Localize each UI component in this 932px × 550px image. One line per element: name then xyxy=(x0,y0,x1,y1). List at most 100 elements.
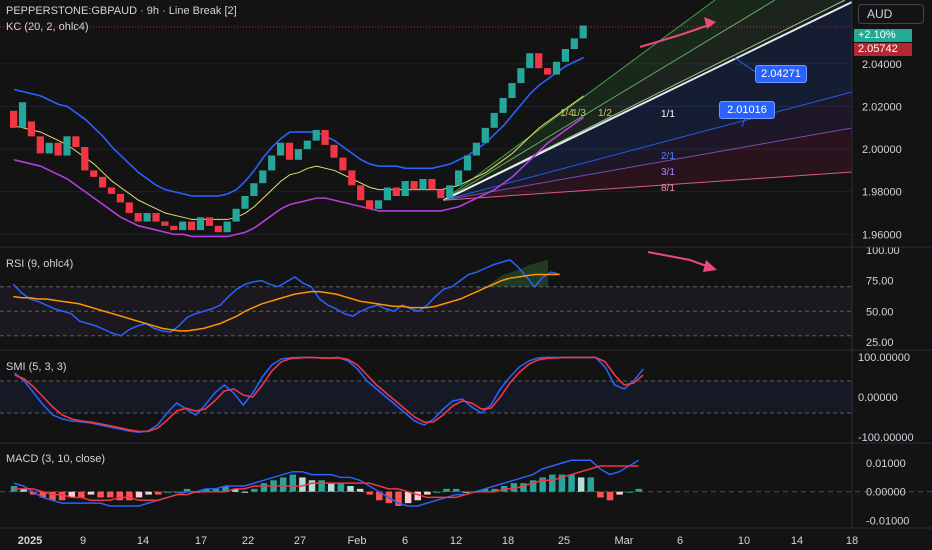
macd-histogram-bar xyxy=(376,491,383,501)
line-break-brick xyxy=(196,217,205,231)
price-tick-label: 2.00000 xyxy=(862,144,902,156)
macd-histogram-bar xyxy=(462,491,470,493)
macd-histogram-bar xyxy=(78,491,85,498)
line-break-brick xyxy=(561,49,569,62)
change-percent-badge: +2.10% xyxy=(854,29,912,42)
line-break-brick xyxy=(143,213,151,222)
time-axis-label: 12 xyxy=(450,535,462,547)
line-break-brick xyxy=(134,213,142,222)
time-axis-label: 18 xyxy=(846,535,858,547)
smi-tick-label: 100.00000 xyxy=(858,352,910,364)
rsi-tick-label: 100.00 xyxy=(866,245,900,257)
line-break-brick xyxy=(366,200,374,209)
line-break-brick xyxy=(63,136,71,156)
macd-histogram-bar xyxy=(597,491,604,498)
line-break-brick xyxy=(107,187,116,194)
macd-histogram-bar xyxy=(606,491,614,501)
line-break-brick xyxy=(463,155,472,171)
line-break-brick xyxy=(410,181,418,190)
time-axis-label: 27 xyxy=(294,535,306,547)
macd-histogram-bar xyxy=(625,491,633,493)
macd-histogram-bar xyxy=(337,483,345,492)
rsi-line xyxy=(12,258,560,337)
macd-histogram-bar xyxy=(529,480,537,492)
macd-histogram-bar xyxy=(452,488,460,492)
macd-histogram-bar xyxy=(183,488,191,492)
macd-tick-label: 0.01000 xyxy=(866,458,906,470)
macd-histogram-bar xyxy=(299,477,306,492)
macd-histogram-bar xyxy=(635,488,643,492)
macd-line xyxy=(13,465,639,502)
line-break-brick xyxy=(535,53,543,69)
line-break-brick xyxy=(321,129,329,145)
time-axis-label: 14 xyxy=(137,535,149,547)
fan-ratio-label: 2/1 xyxy=(661,151,675,162)
line-break-brick xyxy=(392,187,400,196)
price-tick-label: 1.98000 xyxy=(862,187,902,199)
fan-line xyxy=(443,91,853,201)
time-axis-label: 25 xyxy=(558,535,570,547)
macd-histogram-bar xyxy=(395,491,402,506)
macd-histogram-bar xyxy=(106,491,114,498)
price-callout-upper[interactable]: 2.04271 xyxy=(755,65,807,83)
macd-histogram-bar xyxy=(510,483,518,492)
line-break-brick xyxy=(36,136,44,154)
line-break-brick xyxy=(116,193,124,203)
macd-histogram-bar xyxy=(222,486,229,492)
smi-tick-label: 0.00000 xyxy=(858,392,898,404)
line-break-brick xyxy=(99,176,107,188)
macd-histogram-bar xyxy=(568,474,575,492)
macd-histogram-bar xyxy=(116,491,124,501)
line-break-brick xyxy=(499,98,507,113)
fan-ratio-label: 1/2 xyxy=(598,108,612,119)
line-break-brick xyxy=(312,129,320,141)
macd-histogram-bar xyxy=(68,491,75,498)
macd-indicator-label[interactable]: MACD (3, 10, close) xyxy=(6,453,106,465)
last-price-badge: 2.05742 xyxy=(854,43,912,56)
fan-ratio-label: 3/1 xyxy=(661,167,675,178)
price-callout-lower[interactable]: 2.01016 xyxy=(719,101,775,119)
macd-histogram-bar xyxy=(126,491,133,501)
line-break-brick xyxy=(303,140,311,150)
smi-indicator-label[interactable]: SMI (5, 3, 3) xyxy=(6,361,67,373)
macd-histogram-bar xyxy=(145,491,152,495)
macd-histogram-bar xyxy=(424,491,431,495)
fan-ratio-label: 1/4 xyxy=(560,108,574,119)
line-break-brick xyxy=(241,196,249,209)
line-break-brick xyxy=(54,142,62,156)
line-break-brick xyxy=(294,149,302,160)
rsi-tick-label: 50.00 xyxy=(866,306,894,318)
rsi-indicator-label[interactable]: RSI (9, ohlc4) xyxy=(6,258,74,270)
kc-indicator-label[interactable]: KC (20, 2, ohlc4) xyxy=(6,21,89,33)
line-break-brick xyxy=(508,83,516,98)
rsi-panel: 100.00 75.00 50.00 25.00 xyxy=(0,245,900,349)
macd-histogram-bar xyxy=(20,488,27,492)
line-break-brick xyxy=(552,61,561,75)
line-break-brick xyxy=(437,189,445,199)
line-break-brick xyxy=(214,225,222,233)
line-break-brick xyxy=(161,221,169,226)
macd-histogram-bar xyxy=(49,491,56,501)
currency-button[interactable]: AUD xyxy=(858,4,924,24)
line-break-brick xyxy=(455,170,463,186)
macd-histogram-bar xyxy=(481,488,489,492)
macd-histogram-bar xyxy=(241,491,248,493)
line-break-brick xyxy=(428,178,436,190)
time-axis-label: Feb xyxy=(348,535,367,547)
macd-histogram-bar xyxy=(39,491,47,498)
fan-line xyxy=(443,127,853,201)
macd-histogram-bar xyxy=(251,488,258,492)
line-break-brick xyxy=(232,208,240,222)
macd-histogram-bar xyxy=(154,491,162,495)
trend-arrow-annotation xyxy=(639,23,713,48)
line-break-brick xyxy=(10,110,18,128)
price-tick-label: 2.04000 xyxy=(862,59,902,71)
rsi-tick-label: 75.00 xyxy=(866,276,894,288)
time-axis-label: 6 xyxy=(677,535,683,547)
price-tick-label: 1.96000 xyxy=(862,229,902,241)
price-panel: 2.040002.020002.000001.980001.960001/41/… xyxy=(0,0,902,241)
line-break-brick xyxy=(526,53,534,69)
line-break-brick xyxy=(579,25,587,39)
callout-pointer xyxy=(741,117,746,128)
